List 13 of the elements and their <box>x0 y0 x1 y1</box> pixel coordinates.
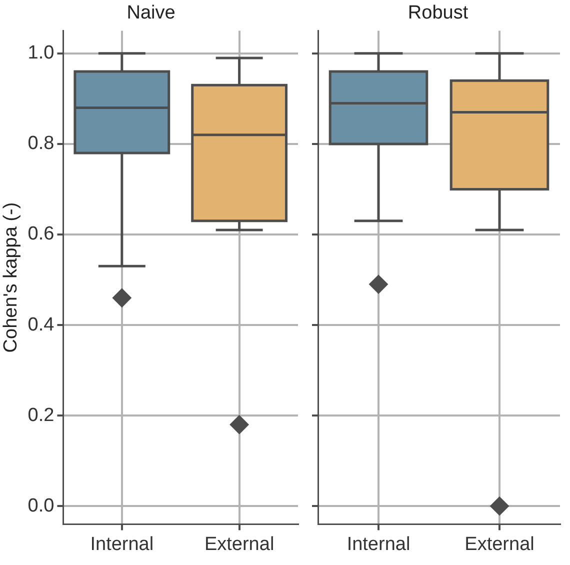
chart-title: Robust <box>408 2 469 24</box>
y-tick-label: 0.2 <box>28 404 54 426</box>
x-tick-label: Internal <box>346 534 410 555</box>
x-tick-label: External <box>204 534 274 555</box>
y-tick-label: 0.0 <box>28 495 54 516</box>
x-tick-label: Internal <box>90 534 154 555</box>
y-axis-title: Cohen's kappa (-) <box>0 202 22 353</box>
y-tick-label: 0.8 <box>28 133 54 154</box>
y-tick-label: 0.6 <box>28 224 54 245</box>
y-tick-label: 1.0 <box>28 42 54 64</box>
x-tick-label: External <box>464 534 534 555</box>
chart-title: Naive <box>126 2 176 24</box>
y-tick-label: 0.4 <box>28 314 55 336</box>
